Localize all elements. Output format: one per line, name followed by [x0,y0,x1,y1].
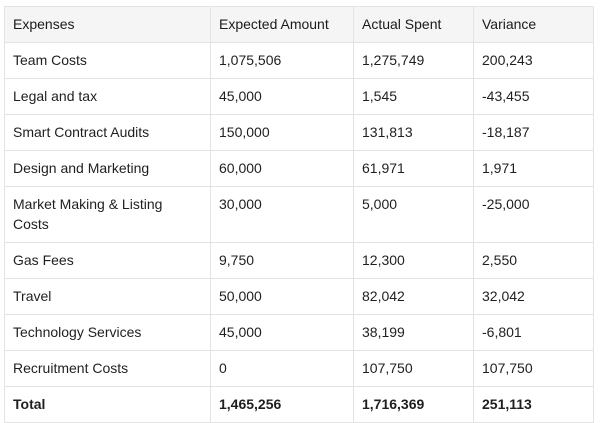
cell-expense: Market Making & Listing Costs [4,186,211,243]
total-label: Total [4,386,211,423]
table-row: Technology Services 45,000 38,199 -6,801 [4,314,594,351]
cell-variance: -18,187 [473,114,594,151]
table-row: Design and Marketing 60,000 61,971 1,971 [4,150,594,187]
cell-expense: Design and Marketing [4,150,211,187]
total-actual: 1,716,369 [353,386,474,423]
expenses-table: Expenses Expected Amount Actual Spent Va… [4,6,594,423]
cell-actual: 61,971 [353,150,474,187]
cell-actual: 1,545 [353,78,474,115]
total-expected: 1,465,256 [210,386,354,423]
cell-actual: 1,275,749 [353,42,474,79]
cell-actual: 38,199 [353,314,474,351]
table-row: Market Making & Listing Costs 30,000 5,0… [4,186,594,243]
cell-expense: Recruitment Costs [4,350,211,387]
header-expenses: Expenses [4,6,211,43]
cell-expected: 150,000 [210,114,354,151]
header-variance: Variance [473,6,594,43]
cell-expected: 50,000 [210,278,354,315]
cell-actual: 82,042 [353,278,474,315]
cell-expense: Legal and tax [4,78,211,115]
table-row: Team Costs 1,075,506 1,275,749 200,243 [4,42,594,79]
cell-expected: 60,000 [210,150,354,187]
table-row: Gas Fees 9,750 12,300 2,550 [4,242,594,279]
expenses-table-container: Expenses Expected Amount Actual Spent Va… [4,6,594,423]
cell-expected: 45,000 [210,78,354,115]
cell-variance: 2,550 [473,242,594,279]
table-body: Team Costs 1,075,506 1,275,749 200,243 L… [4,42,594,423]
cell-expected: 30,000 [210,186,354,243]
cell-variance: 32,042 [473,278,594,315]
cell-variance: 200,243 [473,42,594,79]
cell-variance: 107,750 [473,350,594,387]
cell-expense: Gas Fees [4,242,211,279]
total-row: Total 1,465,256 1,716,369 251,113 [4,386,594,423]
cell-actual: 12,300 [353,242,474,279]
cell-actual: 107,750 [353,350,474,387]
cell-variance: -25,000 [473,186,594,243]
total-variance: 251,113 [473,386,594,423]
header-row: Expenses Expected Amount Actual Spent Va… [4,6,594,43]
cell-expected: 0 [210,350,354,387]
cell-variance: -6,801 [473,314,594,351]
cell-actual: 5,000 [353,186,474,243]
cell-expense: Team Costs [4,42,211,79]
table-row: Smart Contract Audits 150,000 131,813 -1… [4,114,594,151]
cell-expected: 1,075,506 [210,42,354,79]
table-row: Recruitment Costs 0 107,750 107,750 [4,350,594,387]
cell-expense: Travel [4,278,211,315]
table-header: Expenses Expected Amount Actual Spent Va… [4,6,594,43]
cell-variance: -43,455 [473,78,594,115]
cell-variance: 1,971 [473,150,594,187]
cell-actual: 131,813 [353,114,474,151]
header-expected-amount: Expected Amount [210,6,354,43]
table-row: Legal and tax 45,000 1,545 -43,455 [4,78,594,115]
table-row: Travel 50,000 82,042 32,042 [4,278,594,315]
header-actual-spent: Actual Spent [353,6,474,43]
cell-expense: Technology Services [4,314,211,351]
cell-expense: Smart Contract Audits [4,114,211,151]
cell-expected: 9,750 [210,242,354,279]
cell-expected: 45,000 [210,314,354,351]
